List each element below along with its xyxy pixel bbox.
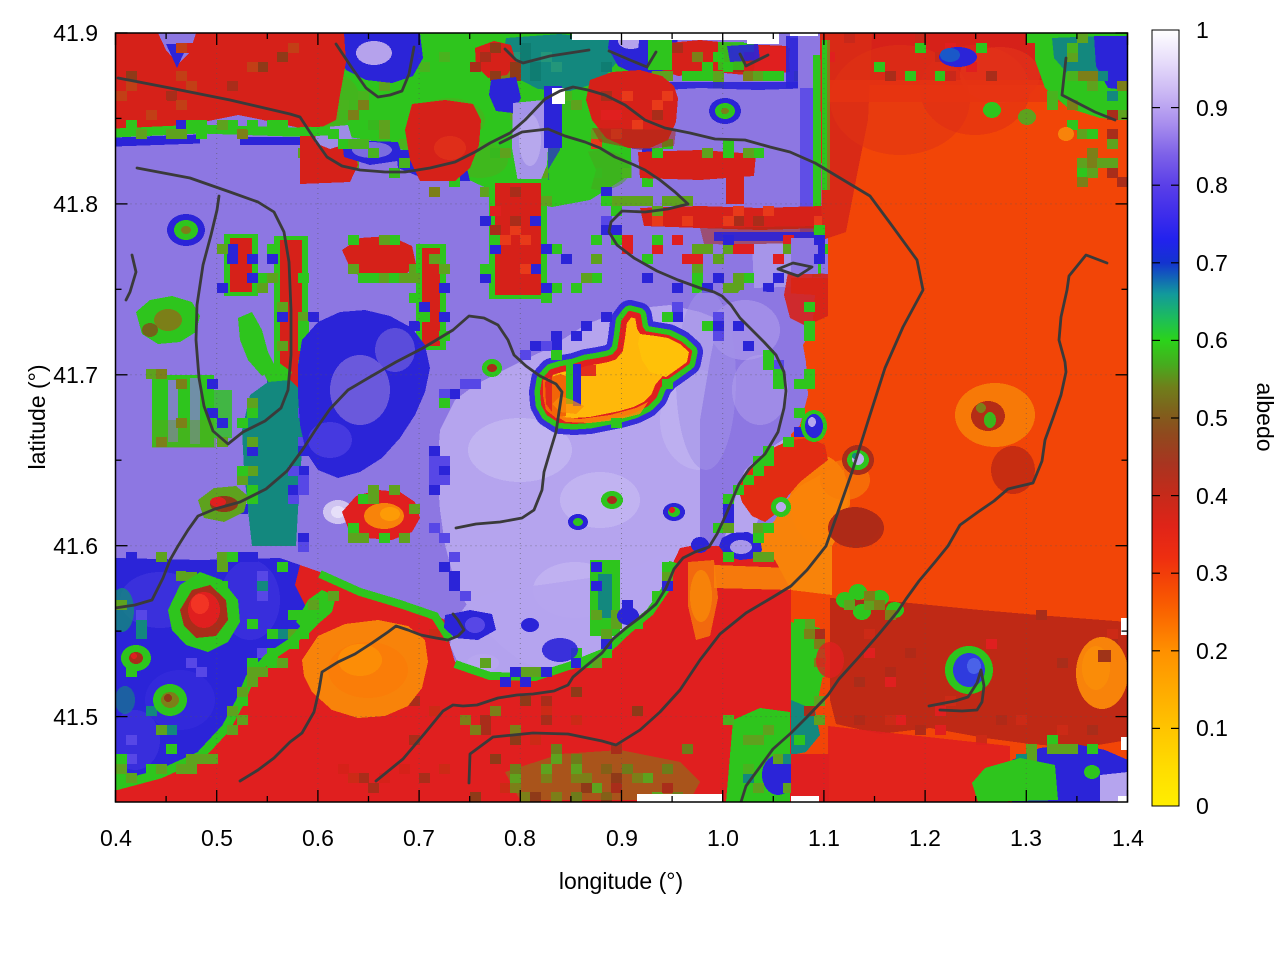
svg-text:0.6: 0.6 xyxy=(302,825,334,851)
svg-text:0.4: 0.4 xyxy=(1196,483,1228,509)
svg-text:0.3: 0.3 xyxy=(1196,560,1228,586)
svg-text:0.2: 0.2 xyxy=(1196,638,1228,664)
svg-text:0.9: 0.9 xyxy=(1196,95,1228,121)
svg-text:1.3: 1.3 xyxy=(1010,825,1042,851)
svg-text:1: 1 xyxy=(1196,17,1209,43)
svg-text:0.9: 0.9 xyxy=(606,825,638,851)
svg-text:0.5: 0.5 xyxy=(1196,405,1228,431)
svg-text:1.2: 1.2 xyxy=(909,825,941,851)
svg-text:1.4: 1.4 xyxy=(1112,825,1144,851)
svg-text:0.7: 0.7 xyxy=(403,825,435,851)
svg-text:albedo: albedo xyxy=(1252,382,1278,451)
svg-text:0.6: 0.6 xyxy=(1196,327,1228,353)
svg-text:0.7: 0.7 xyxy=(1196,250,1228,276)
svg-text:41.9: 41.9 xyxy=(53,20,98,46)
svg-text:latitude (°): latitude (°) xyxy=(24,364,50,469)
svg-text:41.6: 41.6 xyxy=(53,533,98,559)
svg-text:41.5: 41.5 xyxy=(53,704,98,730)
svg-text:0.8: 0.8 xyxy=(1196,172,1228,198)
svg-text:0.1: 0.1 xyxy=(1196,715,1228,741)
svg-text:0.4: 0.4 xyxy=(100,825,132,851)
svg-text:longitude (°): longitude (°) xyxy=(559,868,683,894)
svg-text:41.8: 41.8 xyxy=(53,191,98,217)
svg-text:0: 0 xyxy=(1196,793,1209,819)
svg-text:0.8: 0.8 xyxy=(504,825,536,851)
svg-text:1.0: 1.0 xyxy=(707,825,739,851)
svg-text:41.7: 41.7 xyxy=(53,362,98,388)
svg-text:1.1: 1.1 xyxy=(808,825,840,851)
svg-text:0.5: 0.5 xyxy=(201,825,233,851)
